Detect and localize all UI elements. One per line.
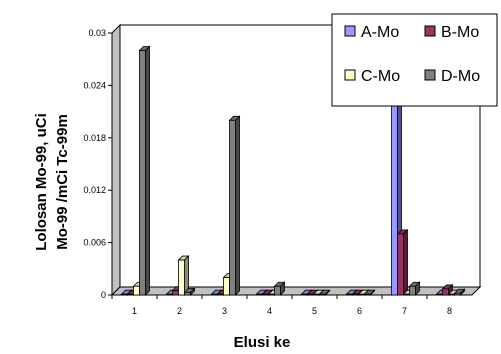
legend-item-a-mo: A-Mo [344, 24, 399, 41]
bar [177, 255, 190, 296]
legend-label-d-mo: D-Mo [441, 68, 480, 85]
y-axis-title-line-2: Mo-99 /mCi Tc-99m [54, 114, 71, 250]
bar [318, 289, 331, 296]
legend: A-Mo B-Mo C-Mo D-Mo [331, 13, 498, 107]
legend-swatch-a-mo [344, 25, 356, 37]
bar [453, 288, 466, 296]
x-tick-label: 6 [357, 306, 362, 316]
y-tick-label: 0.012 [83, 185, 106, 195]
bars [120, 28, 466, 296]
bar [228, 115, 241, 296]
bar [441, 283, 454, 296]
x-tick-label: 1 [132, 306, 137, 316]
x-tick-label: 3 [222, 306, 227, 316]
x-tick-label: 5 [312, 306, 317, 316]
plot-side-wall [111, 23, 121, 297]
y-axis-title: Lolosan Mo-99, uCi Mo-99 /mCi Tc-99m [33, 113, 71, 251]
legend-item-d-mo: D-Mo [424, 68, 480, 85]
y-tick-label: 0.024 [83, 80, 106, 90]
legend-swatch-d-mo [424, 69, 436, 81]
legend-swatch-c-mo [344, 69, 356, 81]
x-axis-title: Elusi ke [234, 334, 291, 351]
x-tick-label: 7 [402, 306, 407, 316]
bar [396, 228, 409, 296]
bar [273, 281, 286, 296]
bar [183, 287, 196, 296]
legend-item-b-mo: B-Mo [424, 24, 479, 41]
legend-label-c-mo: C-Mo [361, 68, 400, 85]
x-tick-label: 4 [267, 306, 272, 316]
x-tick-label: 2 [177, 306, 182, 316]
y-axis-ticks: 0 0.006 0.012 0.018 0.024 0.03 [83, 28, 112, 300]
y-tick-label: 0.018 [83, 133, 106, 143]
legend-label-a-mo: A-Mo [361, 24, 399, 41]
y-tick-label: 0.03 [88, 28, 106, 38]
bar [138, 45, 151, 296]
x-axis-ticks: 1 2 3 4 5 6 7 8 [111, 295, 452, 316]
y-tick-label: 0 [101, 290, 106, 300]
y-tick-label: 0.006 [83, 238, 106, 248]
y-axis-title-line-1: Lolosan Mo-99, uCi [33, 113, 50, 251]
legend-label-b-mo: B-Mo [441, 24, 479, 41]
legend-item-c-mo: C-Mo [344, 68, 400, 85]
x-tick-label: 8 [447, 306, 452, 316]
legend-swatch-b-mo [424, 25, 436, 37]
legend-box [331, 13, 498, 107]
bar [408, 281, 421, 296]
bar [363, 289, 376, 296]
